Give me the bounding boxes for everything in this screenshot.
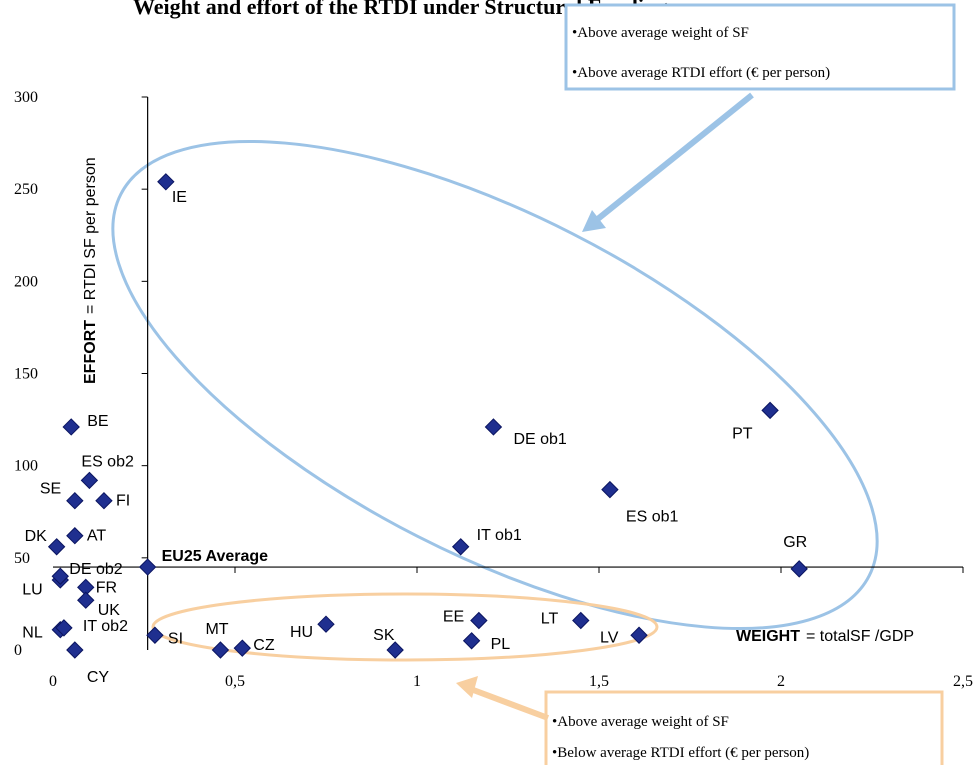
point-label-dk: DK: [25, 528, 48, 545]
point-label-ie: IE: [172, 189, 187, 206]
point-label-ee: EE: [443, 609, 464, 626]
x-tick-label: 2: [777, 673, 785, 690]
lower-annotation-line-1: •Above average weight of SF: [552, 714, 729, 730]
x-tick-label: 2,5: [953, 673, 973, 690]
axes: [53, 96, 964, 650]
upper-group-ellipse: [111, 139, 879, 631]
point-it-ob2: [55, 619, 73, 637]
point-label-lt: LT: [541, 611, 559, 628]
average-point: [138, 558, 157, 576]
lower-annotation: •Above average weight of SF •Below avera…: [544, 690, 944, 765]
lower-arrow-head: [456, 676, 478, 698]
point-gr: [790, 560, 808, 578]
point-label-lu: LU: [22, 581, 42, 598]
point-mt: [211, 641, 230, 659]
x-axis-label-bold: WEIGHT: [736, 628, 800, 645]
average-label: EU25 Average: [162, 548, 269, 565]
point-label-lv: LV: [600, 629, 619, 646]
point-hu: [317, 615, 335, 633]
point-label-es-ob1: ES ob1: [626, 509, 679, 526]
point-pl: [462, 632, 481, 650]
point-ee: [470, 611, 488, 630]
upper-annotation-line-1: •Above average weight of SF: [572, 25, 749, 41]
point-label-gr: GR: [783, 534, 807, 551]
point-sk: [386, 641, 404, 659]
lower-annotation-box: [544, 690, 944, 765]
x-axis-label: WEIGHT = totalSF /GDP: [736, 628, 914, 645]
point-label-hu: HU: [290, 624, 313, 641]
point-label-fi: FI: [116, 493, 130, 510]
point-label-fr: FR: [96, 579, 117, 596]
point-label-de-ob1: DE ob1: [513, 431, 566, 448]
point-es-ob1: [601, 480, 619, 499]
point-es-ob2: [80, 471, 99, 490]
y-tick-label: 100: [14, 458, 38, 475]
point-label-it-ob2: IT ob2: [83, 618, 128, 635]
y-tick-label: 200: [14, 273, 38, 290]
upper-annotation-box: [564, 3, 956, 91]
x-axis-label-rest: = totalSF /GDP: [806, 628, 914, 645]
point-si: [146, 626, 164, 644]
point-dk: [47, 538, 66, 556]
point-at: [66, 527, 84, 545]
point-lu: [51, 567, 69, 585]
lower-annotation-line-2: •Below average RTDI effort (€ per person…: [552, 745, 809, 761]
point-label-cz: CZ: [253, 637, 275, 654]
point-label-mt: MT: [205, 621, 228, 638]
point-uk: [77, 591, 95, 609]
y-tick-label: 0: [14, 642, 22, 659]
point-ie: [157, 173, 175, 191]
point-label-es-ob2: ES ob2: [81, 453, 134, 470]
point-label-at: AT: [87, 528, 106, 545]
x-tick-label: 1,5: [589, 673, 609, 690]
tick-labels: 0 0,5 1 1,5 2 2,5 0 50 100 150 200 250 300: [14, 89, 973, 690]
point-cz: [233, 639, 251, 657]
point-label-de-ob2: DE ob2: [69, 561, 122, 578]
x-tick-label: 0,5: [225, 673, 245, 690]
point-lv: [630, 626, 648, 644]
point-de-ob1: [484, 418, 503, 436]
y-tick-label: 150: [14, 366, 38, 383]
point-lt: [572, 611, 590, 630]
y-tick-label: 50: [14, 550, 30, 567]
y-axis-label: EFFORT = RTDI SF per person: [82, 157, 99, 384]
point-label-pt: PT: [732, 425, 753, 442]
x-tick-label: 1: [413, 673, 421, 690]
point-it-ob1: [451, 538, 470, 556]
point-cy: [66, 641, 84, 659]
point-label-it-ob1: IT ob1: [477, 527, 522, 544]
y-tick-label: 250: [14, 181, 38, 198]
x-tick-label: 0: [49, 673, 57, 690]
point-label-si: SI: [168, 630, 183, 647]
point-be: [62, 418, 80, 436]
chart-title: Weight and effort of the RTDI under Stru…: [133, 0, 667, 19]
upper-annotation-line-2: •Above average RTDI effort (€ per person…: [572, 65, 830, 81]
upper-arrow-head: [582, 210, 606, 232]
group-highlights: [111, 92, 879, 721]
point-label-nl: NL: [22, 625, 43, 642]
point-label-be: BE: [87, 413, 108, 430]
point-pt: [761, 401, 779, 420]
lower-arrow-shaft: [466, 685, 550, 721]
upper-arrow-shaft: [592, 92, 754, 225]
y-axis-label-rest: = RTDI SF per person: [82, 157, 99, 314]
point-label-sk: SK: [373, 627, 395, 644]
point-label-uk: UK: [98, 602, 121, 619]
point-label-cy: CY: [87, 669, 110, 686]
y-tick-label: 300: [14, 89, 38, 106]
lower-group-ellipse: [151, 592, 659, 662]
data-points: EU25 Average IE BE ES ob2 SE FI AT DK DE ob2 LU FR…: [22, 173, 808, 686]
point-label-se: SE: [40, 481, 61, 498]
point-label-pl: PL: [491, 636, 511, 653]
upper-annotation: •Above average weight of SF •Above avera…: [564, 3, 956, 91]
y-axis-label-bold: EFFORT: [82, 320, 99, 384]
point-fi: [95, 491, 113, 510]
point-se: [66, 491, 84, 510]
